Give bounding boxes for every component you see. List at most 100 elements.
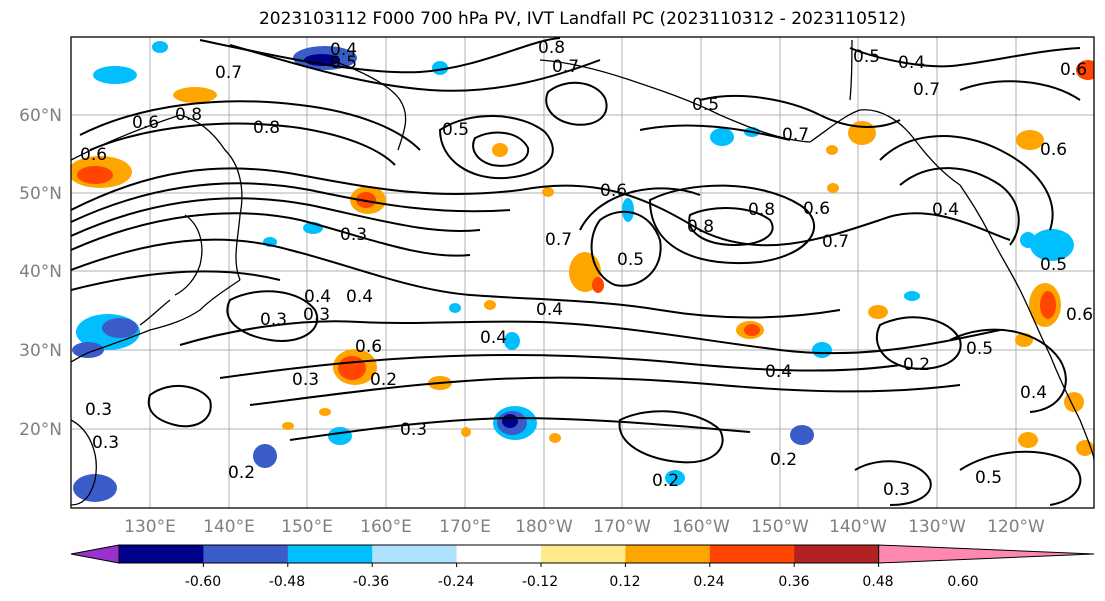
colorbar-swatch	[287, 545, 373, 563]
contour-label: 0.5	[692, 95, 719, 115]
pc-contours	[71, 37, 1082, 506]
contour-label: 0.8	[175, 105, 202, 125]
contour-label: 0.3	[303, 305, 330, 325]
contour-label: 0.6	[1066, 305, 1093, 325]
lat-label: 60°N	[19, 106, 62, 126]
colorbar-ticks	[202, 563, 880, 567]
lon-label: 140°W	[829, 517, 887, 537]
lon-label: 140°E	[203, 517, 255, 537]
contour-label: 0.4	[304, 287, 331, 307]
contour-label: 0.7	[782, 125, 809, 145]
colorbar-swatch	[203, 545, 289, 563]
colorbar-swatch	[119, 545, 204, 563]
contour-label: 0.2	[370, 370, 397, 390]
colorbar: -0.60 -0.48 -0.36 -0.24 -0.12 0.12 0.24 …	[70, 544, 1095, 590]
map-title: 2023103112 F000 700 hPa PV, IVT Landfall…	[258, 9, 906, 29]
lon-label: 180°W	[515, 517, 573, 537]
contour-label: 0.5	[330, 53, 357, 73]
colorbar-outline	[118, 544, 880, 564]
lon-label: 130°E	[124, 517, 176, 537]
contour-label: 0.4	[346, 287, 373, 307]
colorbar-tick-label: 0.60	[947, 574, 978, 590]
contour-label: 0.4	[480, 328, 507, 348]
contour-label: 0.8	[687, 217, 714, 237]
contour-label: 0.7	[215, 63, 242, 83]
lon-label: 120°W	[987, 517, 1045, 537]
colorbar-swatch	[541, 545, 626, 563]
colorbar-swatch	[625, 545, 711, 563]
contour-label: 0.3	[85, 400, 112, 420]
contour-label: 0.7	[913, 80, 940, 100]
contour-label: 0.5	[442, 120, 469, 140]
contour-label: 0.4	[765, 362, 792, 382]
colorbar-swatch	[372, 545, 458, 563]
contour-label: 0.2	[228, 463, 255, 483]
contour-label: 0.4	[1020, 383, 1047, 403]
contour-label: 0.3	[340, 225, 367, 245]
colorbar-tick-label: -0.36	[353, 574, 389, 590]
contour-label: 0.8	[253, 118, 280, 138]
contour-label: 0.7	[552, 57, 579, 77]
colorbar-tick-label: 0.48	[862, 574, 893, 590]
lat-label: 40°N	[19, 262, 62, 282]
contour-label: 0.4	[330, 40, 357, 60]
contour-label: 0.4	[898, 53, 925, 73]
colorbar-max-extension	[878, 544, 1095, 564]
contour-label: 0.7	[822, 232, 849, 252]
colorbar-tick-label: 0.24	[693, 574, 724, 590]
coastlines	[71, 39, 1094, 506]
lat-label: 50°N	[19, 184, 62, 204]
lon-label: 150°W	[751, 517, 809, 537]
colorbar-swatch	[456, 545, 542, 563]
lon-label: 160°W	[672, 517, 730, 537]
colorbar-min-extension	[70, 544, 120, 564]
latitude-labels: 60°N 50°N 40°N 30°N 20°N	[19, 106, 62, 440]
contour-label: 0.8	[748, 200, 775, 220]
lon-label: 170°E	[439, 517, 491, 537]
colorbar-tick-label: 0.12	[609, 574, 640, 590]
colorbar-tick-label: -0.60	[185, 574, 221, 590]
contour-label: 0.5	[966, 339, 993, 359]
contour-label: 0.5	[1040, 255, 1067, 275]
contour-label: 0.4	[536, 300, 563, 320]
colorbar-tick-label: -0.12	[522, 574, 558, 590]
longitude-labels: 130°E 140°E 150°E 160°E 170°E 180°W 170°…	[124, 517, 1045, 537]
contour-label: 0.3	[92, 433, 119, 453]
lon-label: 150°E	[281, 517, 333, 537]
contour-label: 0.2	[770, 450, 797, 470]
contour-label: 0.5	[853, 47, 880, 67]
colorbar-tick-label: 0.36	[778, 574, 809, 590]
contour-label: 0.5	[975, 468, 1002, 488]
map-panel	[70, 36, 1095, 509]
contour-label: 0.6	[1060, 60, 1087, 80]
colorbar-swatch	[709, 545, 795, 563]
colorbar-tick-label: -0.24	[438, 574, 474, 590]
contour-label: 0.6	[1040, 140, 1067, 160]
lat-label: 30°N	[19, 341, 62, 361]
contour-label: 0.6	[600, 181, 627, 201]
lon-label: 160°E	[360, 517, 412, 537]
contour-label: 0.2	[903, 355, 930, 375]
pv-shading	[71, 41, 1094, 502]
lon-label: 170°W	[593, 517, 651, 537]
colorbar-swatch	[794, 545, 880, 563]
contour-label: 0.3	[400, 420, 427, 440]
contour-label: 0.2	[652, 471, 679, 491]
contour-label: 0.6	[355, 337, 382, 357]
contour-label: 0.8	[538, 38, 565, 58]
colorbar-swatches	[70, 544, 1095, 564]
contour-label: 0.3	[292, 370, 319, 390]
contour-label: 0.6	[80, 145, 107, 165]
contour-label: 0.6	[803, 199, 830, 219]
contour-label: 0.7	[545, 230, 572, 250]
contour-label: 0.5	[617, 250, 644, 270]
contour-label: 0.3	[883, 480, 910, 500]
lon-label: 130°W	[908, 517, 966, 537]
contour-label: 0.4	[932, 200, 959, 220]
contour-label: 0.3	[260, 310, 287, 330]
lat-label: 20°N	[19, 420, 62, 440]
contour-labels: 0.4 0.5 0.8 0.7 0.5 0.4 0.7 0.6 0.8 0.8 …	[80, 38, 1093, 500]
colorbar-tick-label: -0.48	[269, 574, 305, 590]
contour-label: 0.6	[132, 113, 159, 133]
